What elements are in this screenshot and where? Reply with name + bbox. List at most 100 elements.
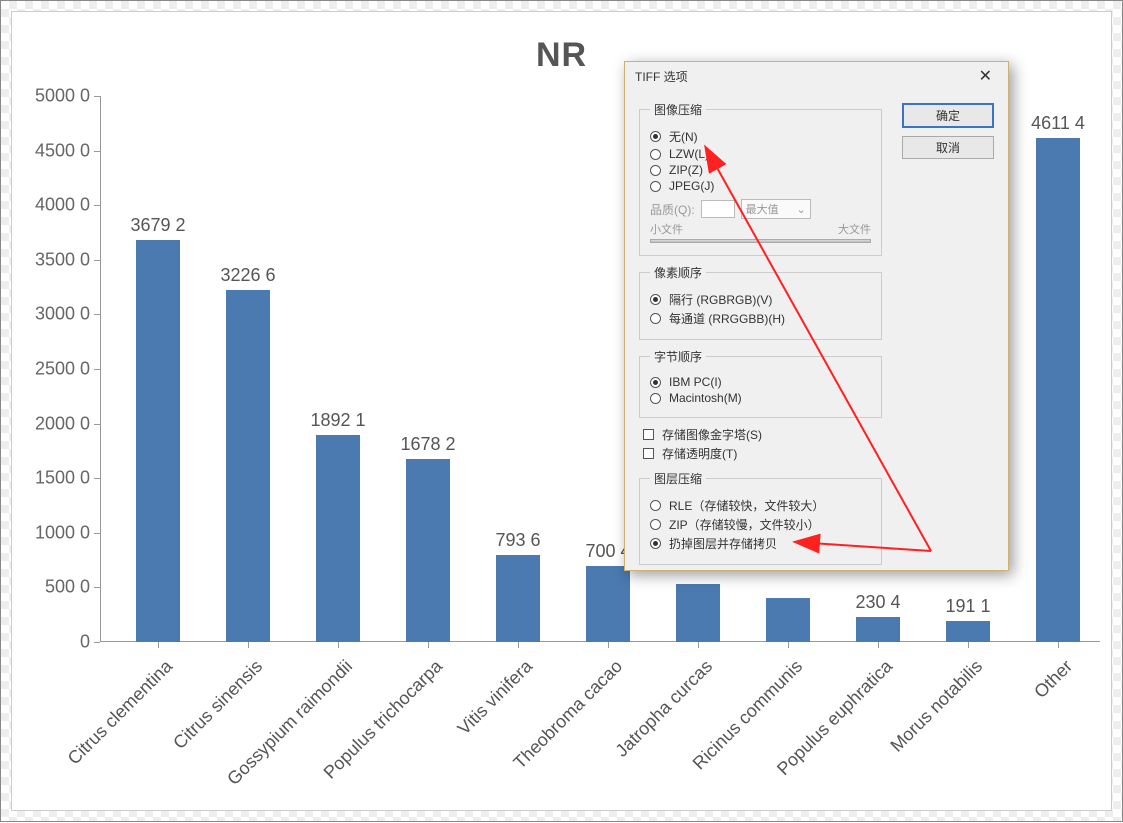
x-tick-mark bbox=[698, 642, 699, 648]
radio-compress-none-label: 无(N) bbox=[669, 128, 698, 145]
y-tick-mark bbox=[94, 424, 100, 425]
chevron-down-icon: ⌄ bbox=[796, 203, 805, 216]
radio-byte-ibm[interactable] bbox=[650, 377, 661, 388]
bar bbox=[586, 566, 630, 642]
x-tick-mark bbox=[608, 642, 609, 648]
x-category-label: Citrus sinensis bbox=[169, 656, 267, 754]
radio-compress-jpeg-label: JPEG(J) bbox=[669, 179, 714, 193]
y-axis bbox=[100, 96, 101, 642]
group-layer-compression-label: 图层压缩 bbox=[650, 470, 706, 487]
bar-value-label: 191 1 bbox=[945, 596, 990, 617]
y-tick-mark bbox=[94, 96, 100, 97]
quality-big-label: 大文件 bbox=[838, 221, 871, 237]
y-tick-mark bbox=[94, 205, 100, 206]
bar-value-label: 1678 2 bbox=[400, 434, 455, 455]
y-tick-label: 5000 0 bbox=[30, 86, 100, 107]
y-tick-label: 3500 0 bbox=[30, 249, 100, 270]
y-tick-mark bbox=[94, 642, 100, 643]
y-tick-label: 2000 0 bbox=[30, 413, 100, 434]
x-category-label: Other bbox=[1030, 656, 1077, 703]
radio-layer-rle-label: RLE（存储较快，文件较大） bbox=[669, 497, 824, 514]
group-layer-compression: 图层压缩 RLE（存储较快，文件较大） ZIP（存储较慢，文件较小） 扔掉图层并… bbox=[639, 470, 882, 565]
radio-byte-ibm-label: IBM PC(I) bbox=[669, 375, 722, 389]
radio-compress-zip-label: ZIP(Z) bbox=[669, 163, 703, 177]
bar bbox=[136, 240, 180, 642]
bar bbox=[1036, 138, 1080, 642]
group-byte-order: 字节顺序 IBM PC(I) Macintosh(M) bbox=[639, 348, 882, 418]
quality-slider[interactable] bbox=[650, 239, 871, 243]
bar bbox=[856, 617, 900, 642]
bar bbox=[946, 621, 990, 642]
group-byte-order-label: 字节顺序 bbox=[650, 348, 706, 365]
radio-pixel-inter[interactable] bbox=[650, 294, 661, 305]
quality-input[interactable] bbox=[701, 200, 735, 218]
y-tick-label: 1000 0 bbox=[30, 522, 100, 543]
y-tick-mark bbox=[94, 314, 100, 315]
bar-value-label: 230 4 bbox=[855, 592, 900, 613]
tiff-options-dialog: TIFF 选项 ✕ 图像压缩 无(N) LZW(L) ZIP(Z) JPEG(J… bbox=[624, 61, 1009, 571]
close-icon[interactable]: ✕ bbox=[973, 69, 998, 85]
radio-byte-mac[interactable] bbox=[650, 393, 661, 404]
checkbox-pyramid[interactable] bbox=[643, 429, 654, 440]
checkbox-pyramid-label: 存储图像金字塔(S) bbox=[662, 426, 762, 443]
dialog-left-column: 图像压缩 无(N) LZW(L) ZIP(Z) JPEG(J) 品质(Q): 最… bbox=[639, 93, 882, 565]
dialog-body: 图像压缩 无(N) LZW(L) ZIP(Z) JPEG(J) 品质(Q): 最… bbox=[625, 91, 1008, 575]
y-tick-label: 4500 0 bbox=[30, 140, 100, 161]
quality-small-label: 小文件 bbox=[650, 221, 683, 237]
y-tick-label: 1500 0 bbox=[30, 468, 100, 489]
dialog-title: TIFF 选项 bbox=[635, 68, 688, 85]
bar bbox=[226, 290, 270, 642]
radio-pixel-per-label: 每通道 (RRGGBB)(H) bbox=[669, 310, 785, 327]
ok-button[interactable]: 确定 bbox=[902, 103, 994, 128]
y-tick-mark bbox=[94, 587, 100, 588]
checkbox-alpha-label: 存储透明度(T) bbox=[662, 445, 737, 462]
y-tick-label: 3000 0 bbox=[30, 304, 100, 325]
quality-combo[interactable]: 最大值 ⌄ bbox=[741, 199, 811, 219]
y-tick-mark bbox=[94, 260, 100, 261]
radio-layer-rle[interactable] bbox=[650, 500, 661, 511]
group-image-compression: 图像压缩 无(N) LZW(L) ZIP(Z) JPEG(J) 品质(Q): 最… bbox=[639, 101, 882, 256]
y-tick-label: 4000 0 bbox=[30, 195, 100, 216]
radio-compress-jpeg[interactable] bbox=[650, 181, 661, 192]
y-tick-label: 500 0 bbox=[30, 577, 100, 598]
x-tick-mark bbox=[788, 642, 789, 648]
bar-value-label: 4611 4 bbox=[1031, 113, 1085, 134]
group-pixel-order-label: 像素顺序 bbox=[650, 264, 706, 281]
radio-layer-flat-label: 扔掉图层并存储拷贝 bbox=[669, 535, 777, 552]
bar-value-label: 793 6 bbox=[495, 530, 540, 551]
x-tick-mark bbox=[248, 642, 249, 648]
cancel-button[interactable]: 取消 bbox=[902, 136, 994, 159]
y-tick-mark bbox=[94, 533, 100, 534]
radio-pixel-per[interactable] bbox=[650, 313, 661, 324]
x-tick-mark bbox=[968, 642, 969, 648]
x-tick-mark bbox=[338, 642, 339, 648]
radio-compress-zip[interactable] bbox=[650, 165, 661, 176]
dialog-right-column: 确定 取消 bbox=[902, 93, 994, 159]
y-tick-label: 0 bbox=[30, 632, 100, 653]
quality-label: 品质(Q): bbox=[650, 201, 695, 218]
x-category-label: Morus notabilis bbox=[886, 656, 986, 756]
x-category-label: Vitis vinifera bbox=[454, 656, 537, 739]
x-tick-mark bbox=[518, 642, 519, 648]
radio-byte-mac-label: Macintosh(M) bbox=[669, 391, 742, 405]
x-tick-mark bbox=[1058, 642, 1059, 648]
checkbox-alpha[interactable] bbox=[643, 448, 654, 459]
y-tick-mark bbox=[94, 478, 100, 479]
canvas: NR 0500 01000 01500 02000 02500 03000 03… bbox=[0, 0, 1123, 822]
radio-compress-none[interactable] bbox=[650, 131, 661, 142]
radio-layer-zip[interactable] bbox=[650, 519, 661, 530]
radio-pixel-inter-label: 隔行 (RGBRGB)(V) bbox=[669, 291, 772, 308]
x-tick-mark bbox=[428, 642, 429, 648]
quality-combo-value: 最大值 bbox=[746, 201, 779, 217]
group-image-compression-label: 图像压缩 bbox=[650, 101, 706, 118]
bar-value-label: 1892 1 bbox=[310, 410, 365, 431]
y-tick-mark bbox=[94, 369, 100, 370]
x-category-label: Citrus clementina bbox=[64, 656, 177, 769]
radio-compress-lzw[interactable] bbox=[650, 149, 661, 160]
radio-layer-flat[interactable] bbox=[650, 538, 661, 549]
bar bbox=[676, 584, 720, 642]
y-tick-label: 2500 0 bbox=[30, 359, 100, 380]
bar bbox=[316, 435, 360, 642]
bar bbox=[496, 555, 540, 642]
bar-value-label: 3226 6 bbox=[220, 265, 275, 286]
